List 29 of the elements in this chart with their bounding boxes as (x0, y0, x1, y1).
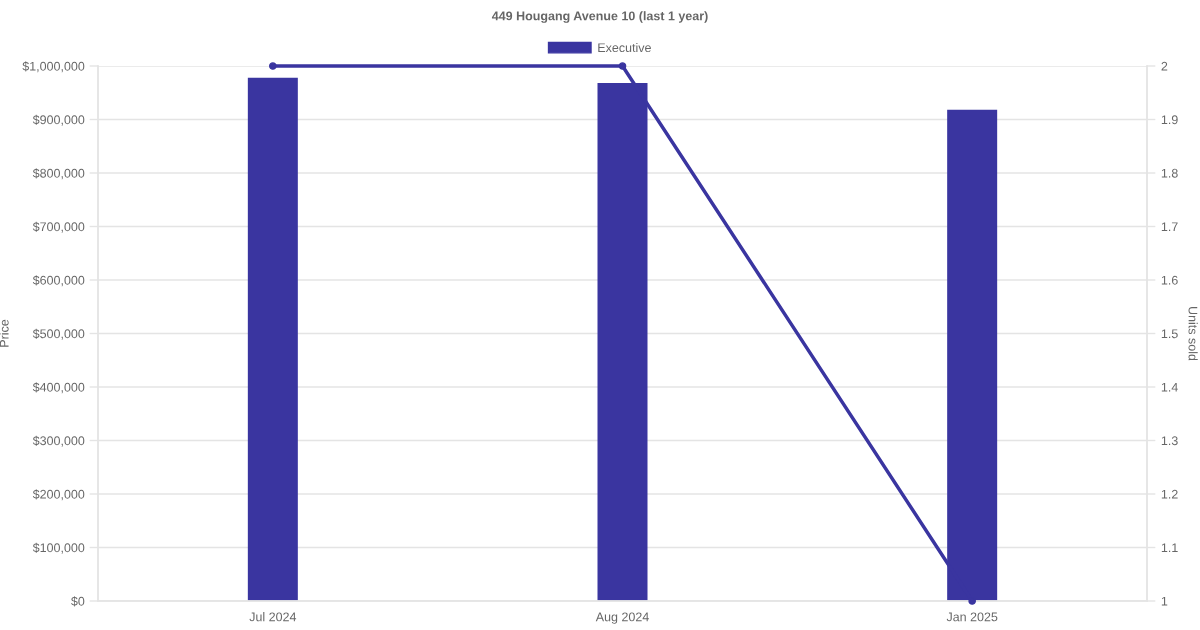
legend-label: Executive (598, 42, 651, 53)
x-tick-label: Jan 2025 (946, 612, 998, 622)
x-tick-label: Jul 2024 (249, 612, 297, 622)
y2-tick-label: 1.3 (1161, 436, 1178, 446)
y2-tick-label: 1.4 (1161, 382, 1178, 392)
y-tick-label: $600,000 (32, 275, 85, 287)
y-tick-label: $500,000 (32, 328, 85, 340)
chart-title: 449 Hougang Avenue 10 (last 1 year) (491, 11, 708, 23)
y2-tick-label: 1.8 (1161, 168, 1178, 178)
y2-tick-label: 1.1 (1161, 543, 1178, 553)
y-tick-label: $1,000,000 (22, 61, 85, 73)
y-tick-label: $900,000 (32, 114, 85, 126)
y2-tick-label: 1.7 (1161, 222, 1178, 232)
y2-tick-label: 2 (1161, 61, 1168, 71)
y2-axis-title: Units sold (1188, 307, 1198, 361)
y2-tick-label: 1.5 (1161, 329, 1178, 339)
y2-tick-label: 1.9 (1161, 115, 1178, 125)
x-tick-label: Aug 2024 (595, 612, 649, 624)
y-axis-title: Price (0, 319, 9, 347)
y2-tick-label: 1.2 (1161, 489, 1178, 499)
y-tick-label: $200,000 (32, 489, 85, 501)
y-tick-label: $100,000 (32, 542, 85, 554)
y-tick-label: $300,000 (32, 435, 85, 447)
y-tick-label: $700,000 (32, 221, 85, 233)
y-tick-label: $400,000 (32, 382, 85, 394)
y-tick-label: $800,000 (32, 168, 85, 180)
y2-tick-label: 1 (1161, 596, 1168, 606)
y2-tick-label: 1.6 (1161, 275, 1178, 285)
y-tick-label: $0 (71, 596, 85, 607)
